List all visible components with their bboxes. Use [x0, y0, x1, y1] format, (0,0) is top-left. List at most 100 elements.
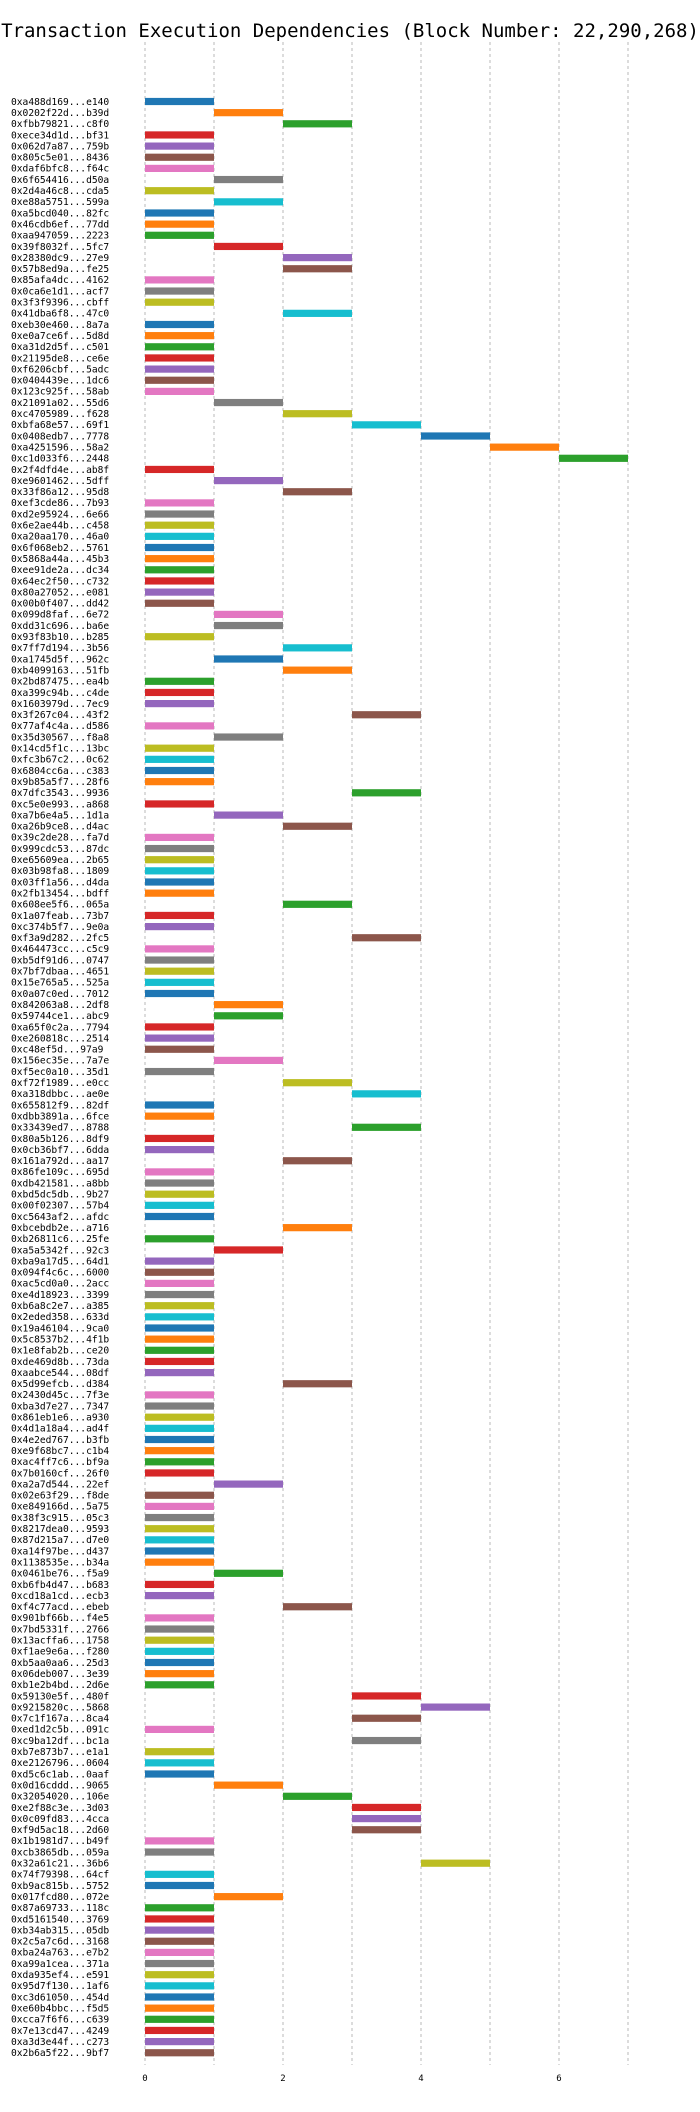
bar	[559, 454, 628, 462]
bar	[145, 1491, 214, 1499]
bar	[352, 1803, 421, 1812]
y-tick-label: 0x0404439e...1dc6	[11, 376, 109, 387]
bar	[145, 1257, 214, 1265]
y-tick-label: 0xe2f88c3e...3d03	[11, 1803, 109, 1814]
bar	[145, 588, 214, 596]
y-tick-label: 0x6f068eb2...5761	[11, 543, 109, 554]
y-tick-label: 0xf1ae9e6a...f280	[11, 1647, 109, 1658]
y-tick-label: 0x38f3c915...05c3	[11, 1513, 109, 1524]
bar	[145, 1904, 214, 1912]
y-tick-label: 0x85afa4dc...4162	[11, 275, 109, 286]
y-tick-label: 0xa31d2d5f...c501	[11, 342, 109, 353]
bar	[145, 1959, 214, 1968]
x-axis-ticks: 0 2 4 6	[142, 2074, 561, 2084]
bar	[145, 1447, 214, 1455]
bar	[145, 1658, 214, 1667]
bar	[214, 398, 283, 407]
bar	[145, 1235, 214, 1243]
y-tick-label: 0x0cb36bf7...6dda	[11, 1145, 109, 1156]
bar	[145, 1179, 214, 1187]
bar	[145, 577, 214, 585]
y-tick-label: 0xba24a763...e7b2	[11, 1948, 109, 1959]
bar	[421, 1703, 490, 1711]
bar	[283, 254, 352, 262]
y-tick-label: 0xf6206cbf...5adc	[11, 364, 109, 375]
y-axis-labels: 0xa488d169...e1400x0202f22d...b39d0xfbb7…	[11, 97, 109, 2059]
y-tick-label: 0x062d7a87...759b	[11, 141, 109, 152]
bar	[145, 543, 214, 552]
y-tick-label: 0xc48ef5d...97a9	[11, 1045, 104, 1056]
y-tick-label: 0xbd5dc5db...9b27	[11, 1190, 109, 1201]
y-tick-label: 0x2fb13454...bdff	[11, 888, 109, 899]
y-tick-label: 0xe9601462...5dff	[11, 476, 109, 487]
bar	[145, 298, 214, 306]
bar	[145, 1413, 214, 1421]
bar	[283, 1224, 352, 1232]
bar	[145, 276, 214, 284]
bar	[352, 934, 421, 942]
bar	[421, 432, 490, 440]
bar	[145, 1034, 214, 1042]
y-tick-label: 0xdd31c696...ba6e	[11, 621, 109, 632]
y-tick-label: 0x74f79398...64cf	[11, 1870, 109, 1881]
y-tick-label: 0xa99a1cea...371a	[11, 1959, 109, 1970]
y-tick-label: 0xf3a9d282...2fc5	[11, 933, 109, 944]
bar	[283, 1157, 352, 1165]
y-tick-label: 0x0d16cddd...9065	[11, 1780, 109, 1791]
bar	[145, 1146, 214, 1154]
bar	[214, 1012, 283, 1020]
y-tick-label: 0x0ca6e1d1...acf7	[11, 286, 109, 297]
y-tick-label: 0xa4251596...58a2	[11, 442, 109, 453]
y-tick-label: 0xee91de2a...dc34	[11, 565, 109, 576]
bar	[145, 1212, 214, 1221]
y-tick-label: 0x608ee5f6...065a	[11, 900, 109, 911]
bar	[145, 1357, 214, 1366]
y-tick-label: 0x87a69733...118c	[11, 1903, 109, 1914]
bar	[145, 220, 214, 228]
bar	[145, 688, 214, 697]
bar	[145, 1268, 214, 1276]
y-tick-label: 0x0a07c0ed...7012	[11, 989, 109, 1000]
bar	[145, 1948, 214, 1956]
bar	[145, 1926, 214, 1934]
bar	[145, 1168, 214, 1176]
y-tick-label: 0xac4ff7c6...bf9a	[11, 1457, 109, 1468]
y-tick-label: 0x1138535e...b34a	[11, 1557, 109, 1568]
y-tick-label: 0x28380dc9...27e9	[11, 253, 109, 264]
bar	[145, 320, 214, 329]
y-tick-label: 0xba3d7e27...7347	[11, 1401, 109, 1412]
y-tick-label: 0x21195de8...ce6e	[11, 353, 109, 364]
bar	[145, 387, 214, 395]
bar	[352, 1815, 421, 1823]
y-tick-label: 0x4e2ed767...b3fb	[11, 1435, 109, 1446]
bar	[145, 1201, 214, 1209]
bar	[145, 633, 214, 641]
bar	[214, 811, 283, 819]
y-tick-label: 0xa2a7d544...22ef	[11, 1479, 109, 1490]
bar	[214, 175, 283, 184]
bar	[283, 1380, 352, 1388]
bar	[145, 164, 214, 172]
bar	[145, 744, 214, 752]
y-tick-label: 0x02e63f29...f8de	[11, 1491, 109, 1502]
y-tick-label: 0x19a46104...9ca0	[11, 1323, 109, 1334]
y-tick-label: 0x46cdb6ef...77dd	[11, 219, 109, 230]
bar	[214, 1781, 283, 1789]
bar	[145, 1993, 214, 2001]
y-tick-label: 0x21091a02...55d6	[11, 398, 109, 409]
y-tick-label: 0x655812f9...82df	[11, 1100, 109, 1111]
y-tick-label: 0xece34d1d...bf31	[11, 130, 109, 141]
y-tick-label: 0x156ec35e...7a7e	[11, 1056, 109, 1067]
y-tick-label: 0xbfa68e57...69f1	[11, 420, 109, 431]
bar	[145, 1101, 214, 1109]
bar	[352, 1692, 421, 1700]
bar	[145, 700, 214, 708]
y-tick-label: 0xa26b9ce8...d4ac	[11, 822, 109, 833]
y-tick-label: 0xc1d033f6...2448	[11, 454, 109, 465]
bar	[283, 1792, 352, 1800]
bar	[145, 1759, 214, 1767]
y-tick-label: 0xbcebdb2e...a716	[11, 1223, 109, 1234]
bar	[145, 1915, 214, 1923]
bar	[145, 465, 214, 474]
bar	[145, 521, 214, 529]
